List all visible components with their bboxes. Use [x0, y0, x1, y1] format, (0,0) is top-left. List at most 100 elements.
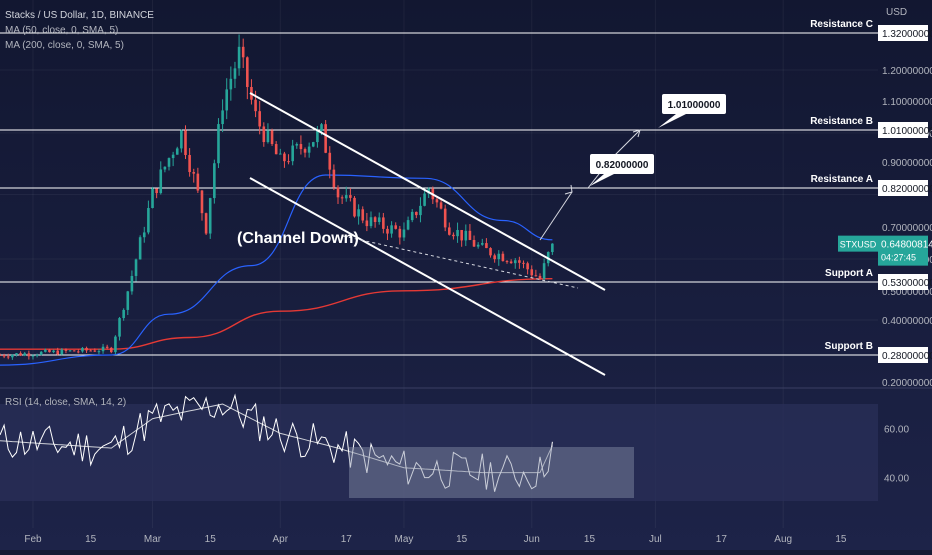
candle-body — [311, 142, 315, 147]
candle-body — [134, 259, 138, 276]
candle-body — [31, 355, 35, 357]
candle-body — [258, 111, 261, 127]
candle-body — [68, 350, 72, 352]
candle-body — [349, 195, 352, 198]
price-tick: 0.70000000 — [882, 223, 932, 234]
candle-body — [328, 152, 332, 170]
level-name: Support A — [825, 268, 873, 279]
candle-body — [402, 229, 406, 238]
candle-body — [324, 124, 327, 153]
price-tick: 0.90000000 — [882, 158, 932, 169]
candle-body — [394, 225, 398, 229]
candle-body — [291, 145, 294, 162]
candle-body — [89, 350, 92, 352]
candle-body — [365, 220, 369, 227]
candle-body — [480, 243, 484, 245]
candle-body — [138, 237, 142, 260]
rsi-range-box — [349, 447, 634, 498]
target2-label-box — [662, 94, 726, 114]
candle-body — [122, 309, 125, 319]
candle-body — [188, 155, 191, 173]
rsi-axis: 60.00 40.00 — [884, 425, 909, 485]
candle-body — [377, 217, 381, 223]
candle-body — [246, 57, 249, 87]
currency-label: USD — [886, 7, 907, 18]
target1-label-box — [590, 154, 654, 174]
candle-body — [151, 188, 154, 209]
target1-label: 0.82000000 — [596, 160, 649, 171]
candle-body — [340, 197, 344, 199]
candle-body — [435, 199, 439, 203]
projection-leg — [539, 191, 573, 241]
candle-body — [513, 260, 517, 264]
candle-body — [159, 169, 163, 194]
candle-body — [357, 209, 360, 217]
countdown: 04:27:45 — [881, 253, 916, 263]
rsi-tick: 40.00 — [884, 474, 909, 485]
candle-body — [52, 350, 55, 353]
candle-body — [501, 253, 505, 262]
candle-body — [60, 349, 64, 355]
candle-body — [114, 336, 117, 353]
candle-body — [126, 291, 130, 310]
candle-body — [233, 68, 237, 79]
candle-body — [369, 217, 373, 227]
candle-body — [0, 355, 2, 356]
ma50-legend: MA (50, close, 0, SMA, 5) — [5, 25, 118, 36]
candle-body — [196, 173, 200, 191]
candle-body — [472, 239, 476, 247]
candle-body — [299, 144, 303, 150]
candle-body — [118, 318, 121, 337]
candle-body — [180, 130, 183, 149]
candle-body — [56, 350, 60, 355]
rsi-ma-line — [0, 403, 553, 474]
level-value: 0.53000000 — [882, 278, 932, 289]
candle-body — [105, 346, 109, 348]
candle-body — [101, 346, 105, 352]
candle-body — [229, 78, 233, 90]
candle-body — [336, 187, 340, 198]
candle-body — [167, 158, 171, 167]
candle-body — [443, 208, 447, 228]
level-name: Support B — [825, 341, 873, 352]
candle-body — [538, 275, 542, 279]
price-tick: 1.10000000 — [882, 97, 932, 108]
candle-body — [464, 230, 468, 241]
candle-body — [2, 355, 6, 357]
symbol-label: STXUSD — [840, 240, 877, 250]
candle-body — [530, 269, 534, 276]
rsi-tick: 60.00 — [884, 425, 909, 436]
candle-body — [497, 253, 501, 260]
candle-body — [320, 124, 323, 131]
candle-body — [551, 243, 554, 253]
candle-body — [266, 130, 270, 143]
target2-pointer — [658, 114, 686, 128]
candle-body — [72, 350, 76, 352]
candle-body — [476, 244, 480, 247]
candle-body — [77, 351, 80, 353]
candle-body — [19, 353, 22, 356]
level-value-box — [878, 122, 928, 138]
time-tick: 15 — [85, 534, 97, 545]
grid — [0, 0, 932, 528]
candle-body — [390, 225, 393, 234]
candle-body — [489, 248, 492, 256]
candle-body — [423, 193, 426, 206]
time-tick: 15 — [584, 534, 596, 545]
level-value-box — [878, 25, 928, 41]
ma50-line — [0, 174, 553, 366]
candle-body — [307, 146, 311, 153]
ma50-path — [0, 174, 553, 366]
candle-body — [23, 353, 27, 356]
candle-body — [386, 228, 389, 234]
candle-body — [415, 211, 418, 216]
candle-body — [448, 227, 451, 235]
time-tick: Mar — [144, 534, 162, 545]
candle-body — [353, 197, 356, 217]
time-tick: 15 — [205, 534, 217, 545]
candle-body — [6, 356, 10, 358]
candle-body — [44, 349, 47, 352]
candle-body — [213, 163, 216, 199]
